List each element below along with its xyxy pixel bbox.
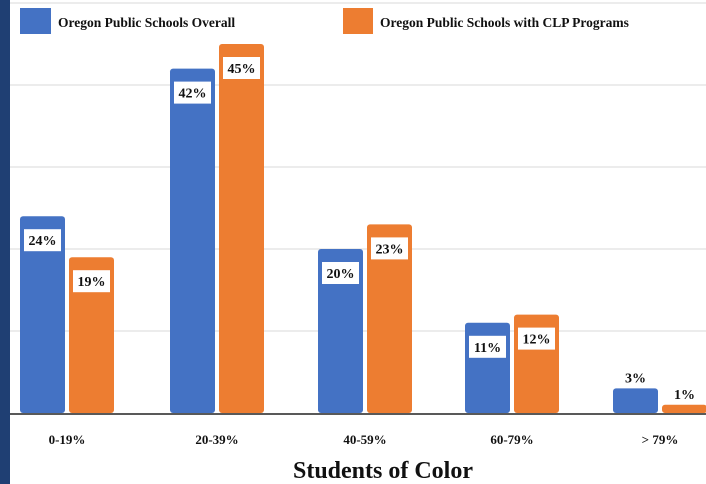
- data-label: 12%: [523, 333, 551, 348]
- legend-entry-clp: Oregon Public Schools with CLP Programs: [380, 15, 629, 30]
- bar-overall: [20, 216, 65, 413]
- x-tick-label: 40-59%: [343, 432, 386, 447]
- data-label: 45%: [228, 62, 256, 77]
- bar-overall: [318, 249, 363, 413]
- x-tick-label: 20-39%: [195, 432, 238, 447]
- x-tick-label: > 79%: [642, 432, 679, 447]
- data-label: 11%: [474, 341, 501, 356]
- data-label: 24%: [29, 234, 57, 249]
- bar-clp: [662, 404, 706, 413]
- legend-swatch-overall: [20, 8, 51, 34]
- bar-overall: [613, 388, 658, 413]
- data-label: 3%: [625, 371, 646, 386]
- data-label: 23%: [376, 242, 404, 257]
- bar-overall: [170, 68, 215, 413]
- data-label-box: [518, 327, 555, 350]
- data-label-box: [322, 262, 359, 284]
- data-label: 42%: [179, 87, 207, 102]
- data-label: 1%: [674, 388, 695, 403]
- data-label-box: [24, 229, 61, 252]
- x-tick-labels: 0-19% 20-39% 40-59% 60-79% > 79%: [49, 432, 679, 447]
- legend-swatch-clp: [343, 8, 373, 34]
- data-label-box: [73, 270, 110, 293]
- data-label-box: [371, 237, 408, 260]
- x-axis-label: Students of Color: [293, 458, 473, 484]
- bar-clp: [219, 44, 264, 413]
- bars: 24% 19% 42% 45% 20% 23% 11% 12% 3% 1%: [20, 44, 706, 413]
- legend: Oregon Public Schools Overall Oregon Pub…: [20, 8, 629, 34]
- bar-clp: [69, 257, 114, 413]
- x-tick-label: 0-19%: [49, 432, 86, 447]
- data-label-box: [174, 81, 211, 104]
- data-label-box: [223, 57, 260, 79]
- data-label-box: [469, 335, 506, 358]
- data-label: 19%: [78, 275, 106, 290]
- bar-clp: [367, 224, 412, 413]
- legend-entry-overall: Oregon Public Schools Overall: [58, 15, 235, 30]
- data-label: 20%: [327, 267, 355, 282]
- x-tick-label: 60-79%: [490, 432, 533, 447]
- side-accent-bar: [0, 0, 10, 484]
